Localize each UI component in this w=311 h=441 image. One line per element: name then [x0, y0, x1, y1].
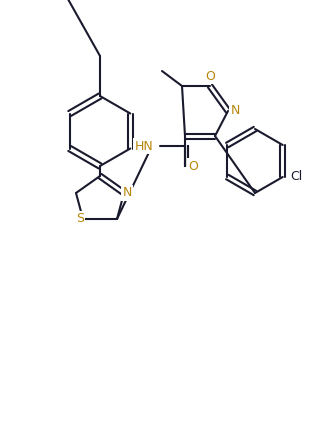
- Text: S: S: [76, 213, 84, 225]
- Text: O: O: [188, 160, 198, 172]
- Text: O: O: [205, 70, 215, 82]
- Text: Cl: Cl: [290, 171, 303, 183]
- Text: N: N: [230, 105, 240, 117]
- Text: N: N: [122, 187, 132, 199]
- Text: HN: HN: [135, 139, 153, 153]
